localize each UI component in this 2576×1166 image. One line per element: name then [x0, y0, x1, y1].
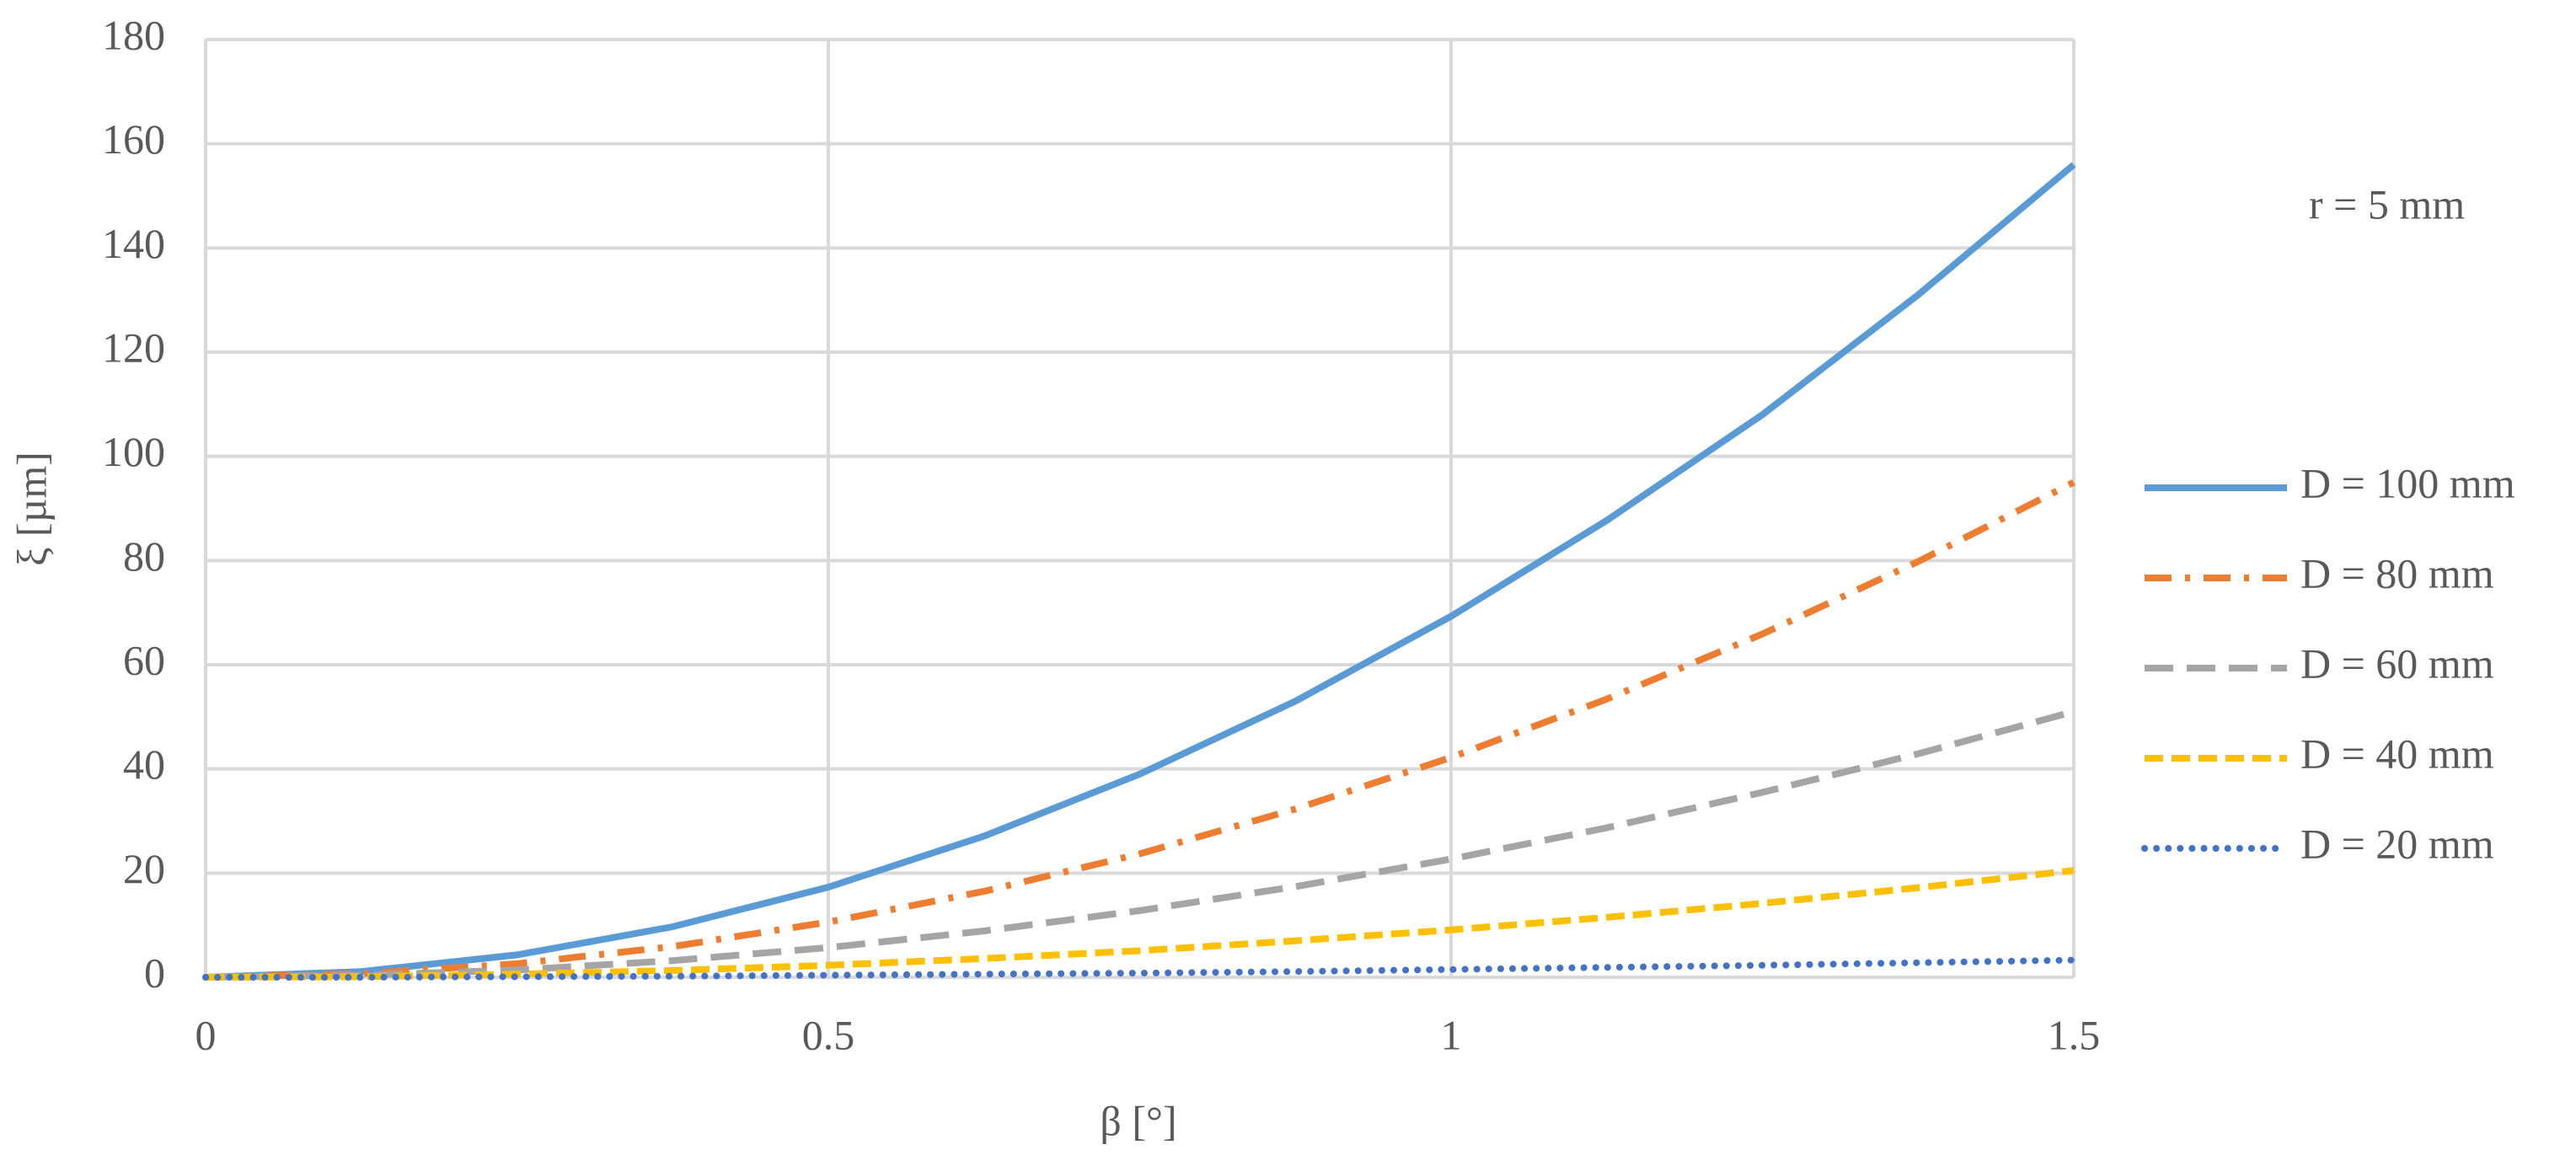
x-tick-label: 1	[1441, 1011, 1462, 1058]
y-tick-label: 20	[123, 845, 165, 892]
y-tick-label: 0	[144, 949, 165, 996]
series-line	[205, 162, 2076, 981]
y-tick-label: 140	[102, 220, 165, 267]
legend-label: D = 60 mm	[2300, 639, 2494, 687]
y-tick-label: 180	[102, 11, 165, 58]
x-tick-label: 0	[195, 1011, 217, 1058]
x-axis-label: β [°]	[1100, 1097, 1176, 1144]
series-line	[205, 867, 2075, 981]
annotation: r = 5 mm	[2309, 180, 2465, 227]
y-tick-label: 60	[123, 636, 165, 683]
legend-label: D = 40 mm	[2300, 730, 2494, 777]
y-tick-label: 100	[102, 428, 165, 475]
y-tick-label: 80	[123, 532, 165, 580]
legend-label: D = 100 mm	[2300, 459, 2515, 506]
series-line	[205, 479, 2075, 981]
series-line	[202, 956, 2077, 981]
y-tick-label: 160	[102, 115, 165, 163]
legend-label: D = 20 mm	[2300, 820, 2494, 867]
x-tick-label: 0.5	[802, 1011, 855, 1058]
y-axis-label: ξ [µm]	[8, 452, 55, 566]
series-line	[205, 708, 2075, 981]
legend-label: D = 80 mm	[2300, 549, 2494, 596]
y-tick-label: 40	[123, 741, 165, 788]
x-tick-label: 1.5	[2048, 1011, 2101, 1058]
y-tick-label: 120	[102, 324, 165, 371]
